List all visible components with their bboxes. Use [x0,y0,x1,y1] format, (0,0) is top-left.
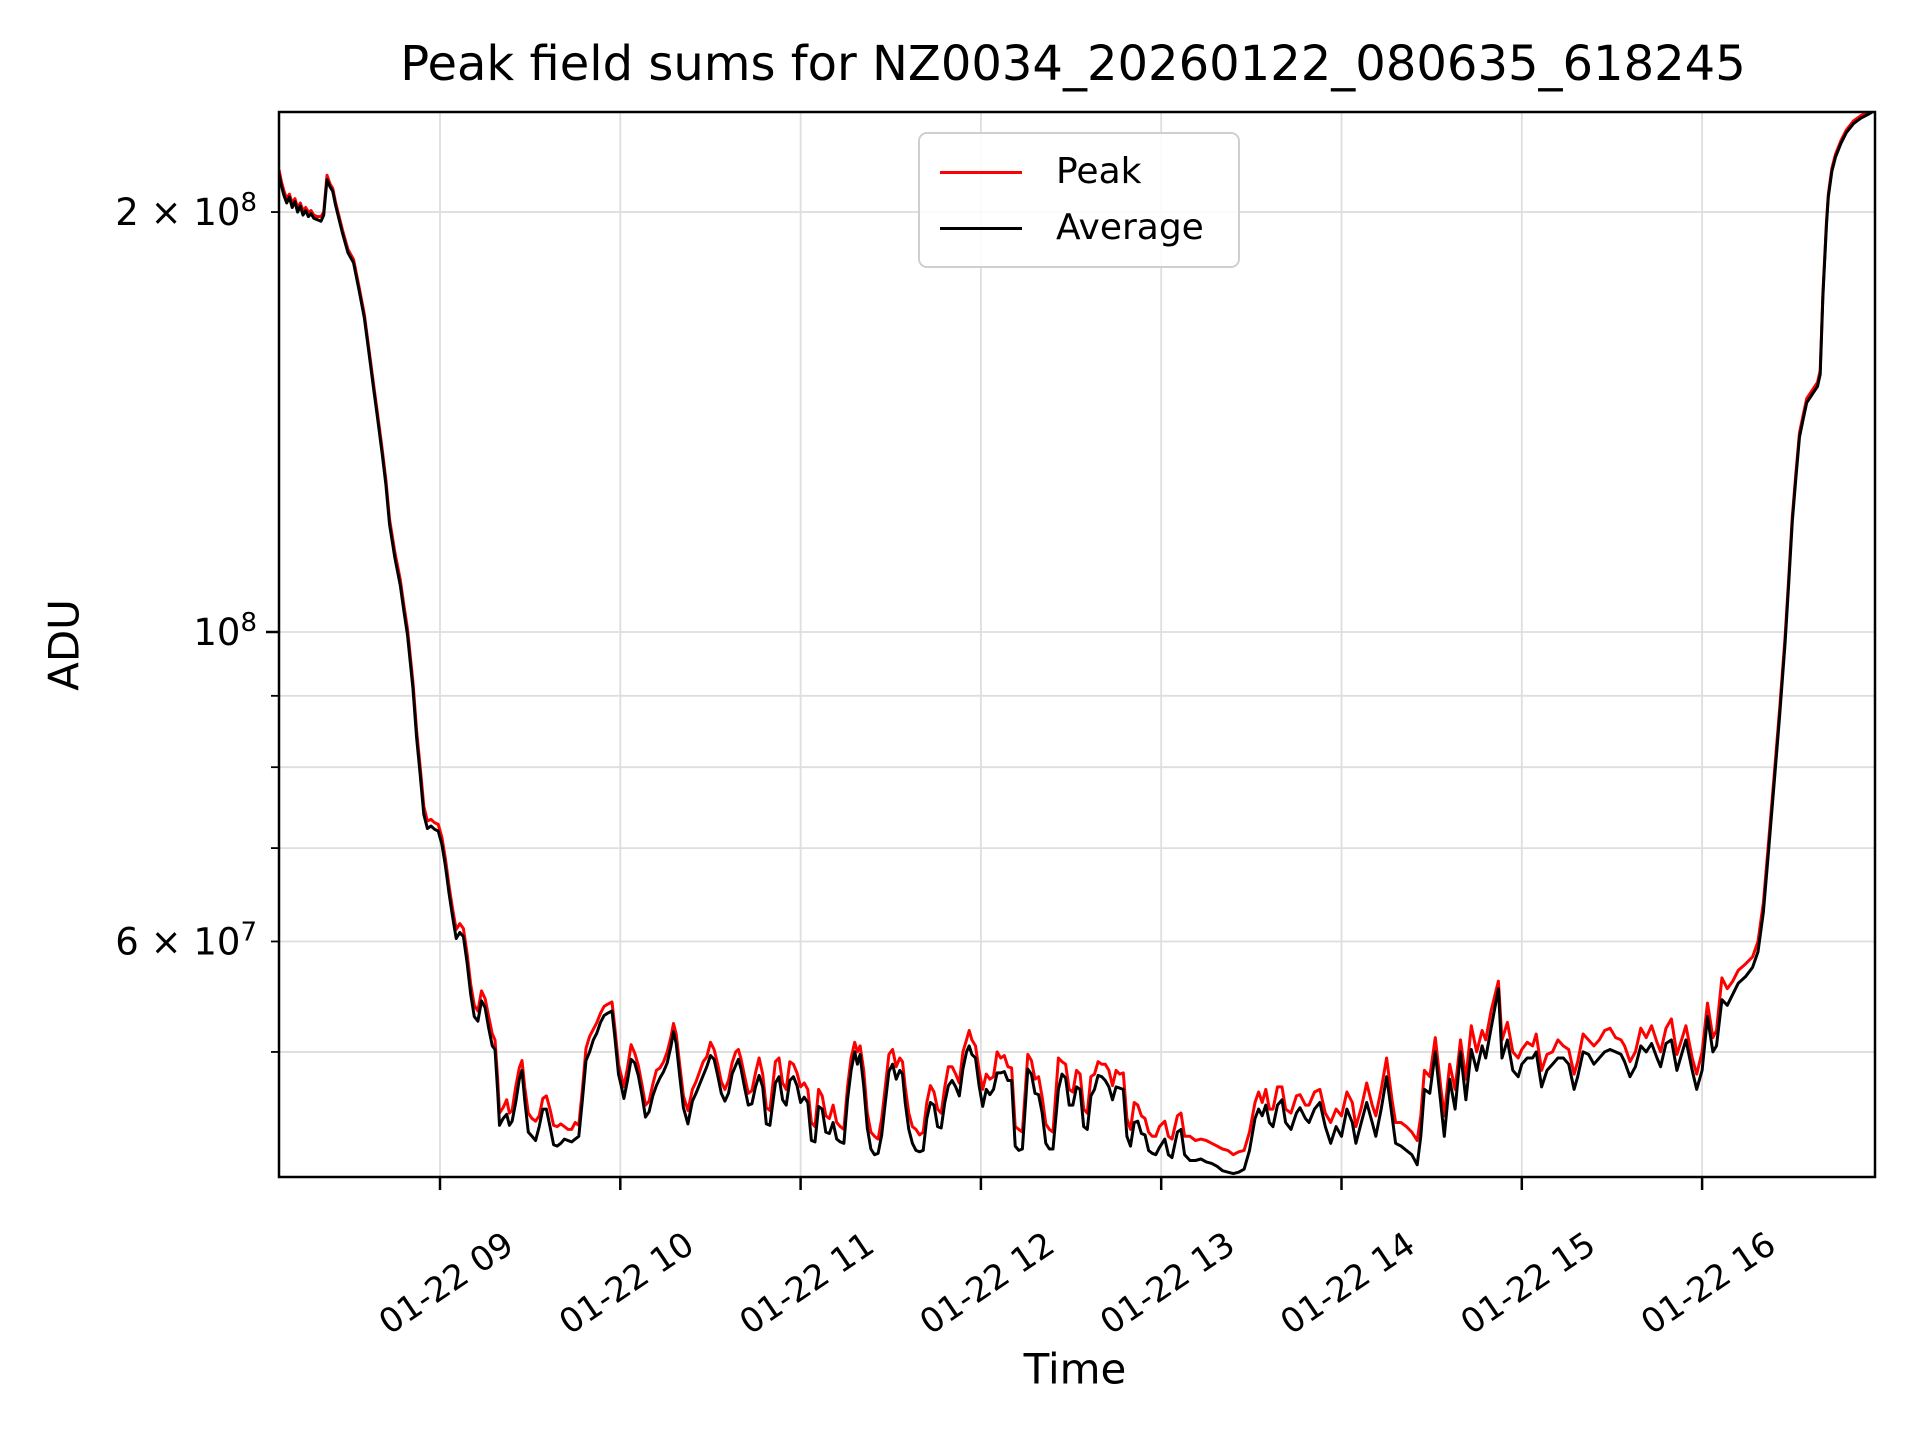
chart-title: Peak field sums for NZ0034_20260122_0806… [400,36,1746,92]
x-axis-label: Time [1023,1344,1127,1394]
legend: Peak Average [918,132,1240,268]
legend-entry-average: Average [940,210,1218,246]
y-axis-label: ADU [39,599,89,691]
legend-label-average: Average [1056,207,1204,248]
series-peak-line [279,112,1871,1157]
y-tick-label: 6 × 107 [115,917,257,963]
y-tick-label: 2 × 108 [115,188,257,234]
legend-entry-peak: Peak [940,154,1218,190]
legend-line-sample-peak [940,170,1022,174]
legend-line-sample-average [940,226,1022,230]
series-average-line [279,112,1875,1176]
legend-label-peak: Peak [1056,151,1142,192]
axes-spines [277,110,1877,1179]
